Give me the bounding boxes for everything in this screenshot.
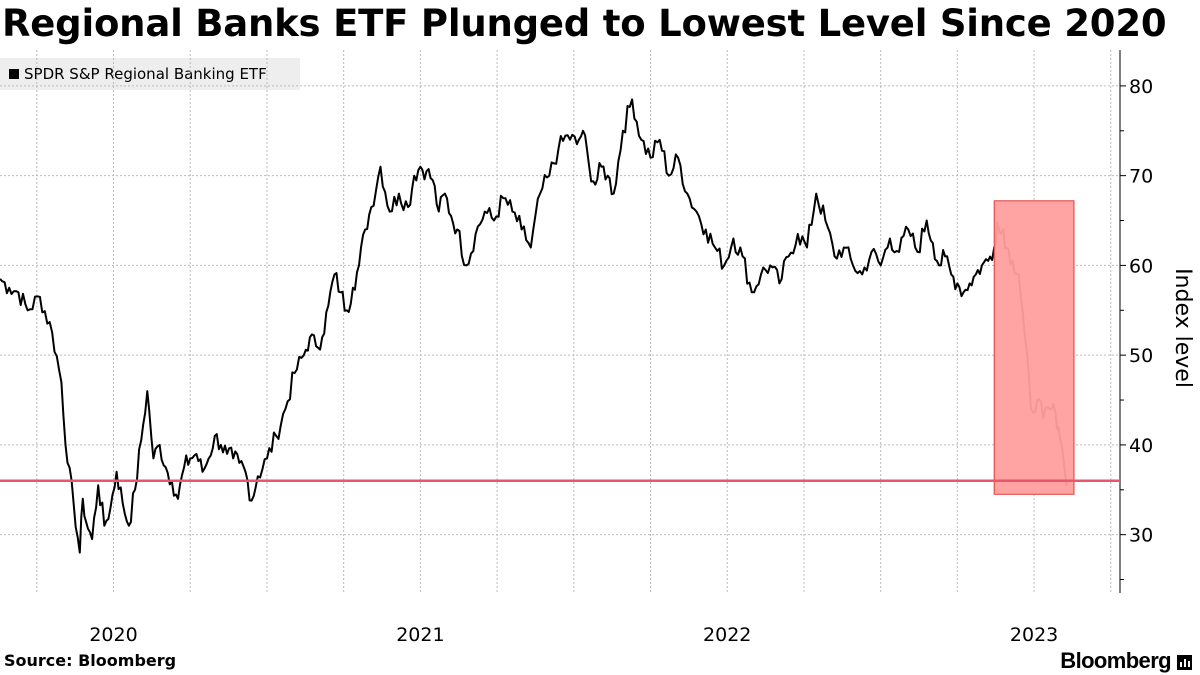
legend-label: SPDR S&P Regional Banking ETF [24,65,267,83]
x-tick-label: 2023 [1010,624,1058,646]
y-axis: 30 40 50 60 70 80 [1119,50,1153,593]
y-axis-label: Index level [1170,268,1195,388]
legend: SPDR S&P Regional Banking ETF [0,58,300,90]
y-tick-label: 50 [1129,345,1153,367]
brand-name: Bloomberg [1060,648,1171,673]
x-tick-label: 2021 [396,624,444,646]
x-axis-labels: 2020 2021 2022 2023 [89,624,1058,646]
source-note: Source: Bloomberg [4,651,177,670]
highlight-box [993,200,1075,495]
annotation-layer [0,200,1120,495]
bloomberg-bars-icon [1177,655,1192,670]
chart-title: Regional Banks ETF Plunged to Lowest Lev… [2,2,1167,45]
series-layer [0,98,1069,554]
x-tick-label: 2020 [89,624,137,646]
legend-swatch [9,69,19,79]
y-gridlines [0,85,1120,536]
y-tick-label: 60 [1129,255,1153,277]
brand-logo: Bloomberg [1060,648,1192,674]
y-tick-label: 30 [1129,525,1153,547]
series-line [0,98,1069,554]
y-tick-label: 80 [1129,76,1153,98]
x-gridlines [36,50,1112,593]
y-tick-label: 40 [1129,435,1153,457]
x-tick-label: 2022 [703,624,751,646]
y-tick-label: 70 [1129,166,1153,188]
